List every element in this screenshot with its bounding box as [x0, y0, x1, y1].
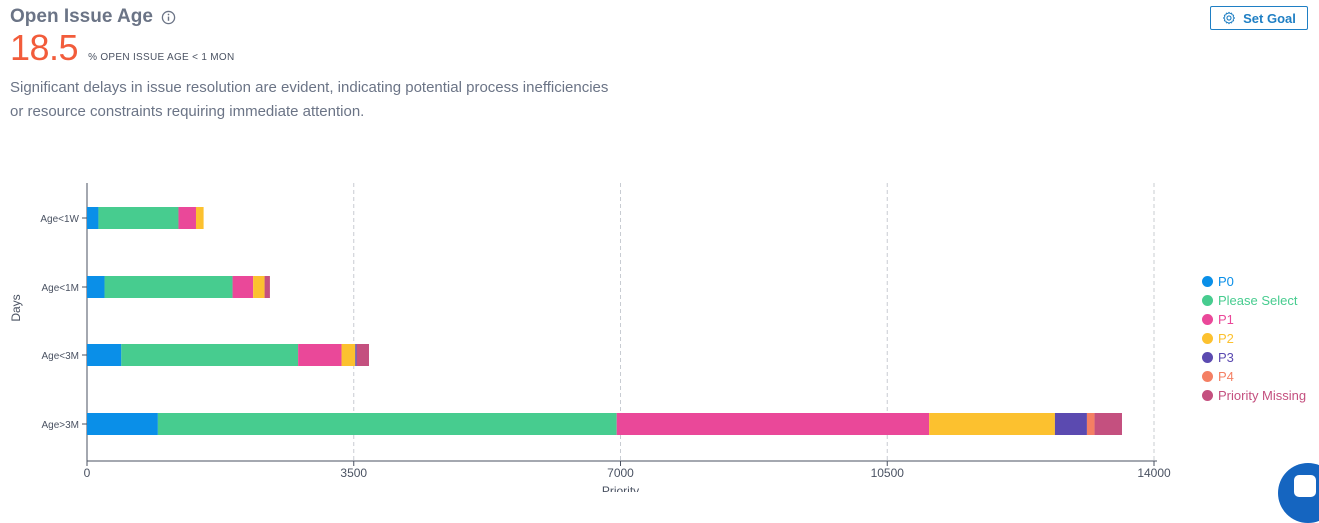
metric-value: 18.5	[10, 27, 79, 68]
bar-Age>3M-p0	[87, 413, 158, 435]
legend-item-please-select[interactable]: Please Select	[1202, 291, 1306, 310]
legend-label: Priority Missing	[1218, 388, 1307, 403]
legend-item-p4[interactable]: P4	[1202, 367, 1306, 386]
legend-swatch	[1202, 276, 1213, 287]
set-goal-button[interactable]: Set Goal	[1210, 6, 1308, 30]
bar-Age<3M-p0	[87, 344, 122, 366]
legend-label: P1	[1218, 312, 1234, 327]
bar-Age>3M-p3	[1054, 413, 1087, 435]
chart-title: Open Issue Age	[10, 6, 153, 27]
bar-Age>3M-priority-missing	[1094, 413, 1122, 435]
x-axis-title: Priority	[602, 484, 639, 492]
chart-header: Open Issue Age 18.5 % OPEN ISSUE AGE < 1…	[10, 6, 610, 124]
y-tick-label-1: Age<1M	[41, 283, 79, 294]
bar-Age>3M-p1	[616, 413, 930, 435]
bar-Age<3M-p1	[298, 344, 342, 366]
bar-Age<3M-p3	[355, 344, 357, 366]
x-tick-label-3500: 3500	[340, 466, 367, 480]
x-tick-label-7000: 7000	[607, 466, 634, 480]
set-goal-label: Set Goal	[1243, 10, 1296, 26]
x-tick-label-10500: 10500	[871, 466, 905, 480]
bar-Age<1W-p2	[195, 207, 204, 229]
bar-Age<1M-p0	[87, 276, 105, 298]
bar-Age<3M-p2	[341, 344, 356, 366]
legend-item-p2[interactable]: P2	[1202, 329, 1306, 348]
bar-Age<1W-please-select	[98, 207, 179, 229]
bar-Age<1M-p2	[253, 276, 265, 298]
legend-swatch	[1202, 314, 1213, 325]
gear-icon	[1223, 11, 1236, 25]
x-tick-label-0: 0	[84, 466, 91, 480]
y-axis-title: Days	[9, 294, 23, 321]
y-tick-label-0: Age<1W	[40, 214, 79, 225]
legend-label: P4	[1218, 369, 1234, 384]
legend-item-p1[interactable]: P1	[1202, 310, 1306, 329]
legend-swatch	[1202, 352, 1213, 363]
bar-Age<3M-priority-missing	[356, 344, 369, 366]
x-tick-label-14000: 14000	[1137, 466, 1171, 480]
chat-icon	[1294, 475, 1316, 497]
legend-label: P2	[1218, 331, 1234, 346]
metric-label: % OPEN ISSUE AGE < 1 MON	[88, 52, 235, 63]
info-icon[interactable]	[161, 10, 176, 25]
bar-Age>3M-p2	[929, 413, 1055, 435]
y-tick-label-3: Age>3M	[41, 420, 79, 431]
bar-Age<1W-p1	[178, 207, 196, 229]
legend-label: Please Select	[1218, 293, 1298, 308]
bar-Age>3M-please-select	[157, 413, 617, 435]
bar-Age<1M-p1	[232, 276, 254, 298]
legend-item-p3[interactable]: P3	[1202, 348, 1306, 367]
legend-label: P0	[1218, 274, 1234, 289]
legend-swatch	[1202, 295, 1213, 306]
bar-Age<1M-priority-missing	[264, 276, 270, 298]
legend-swatch	[1202, 390, 1213, 401]
legend-item-p0[interactable]: P0	[1202, 272, 1306, 291]
bar-Age<3M-please-select	[121, 344, 299, 366]
chart-legend: P0 Please Select P1 P2 P3 P4 Priority Missing	[1202, 272, 1306, 405]
chart-description: Significant delays in issue resolution a…	[10, 79, 609, 120]
bar-Age<1W-p0	[87, 207, 99, 229]
y-tick-label-2: Age<3M	[41, 351, 79, 362]
legend-swatch	[1202, 333, 1213, 344]
stacked-bar-chart: 0 3500 7000 10500 14000 Age<1W Age<1M Age<3M Age…	[9, 183, 1171, 492]
bar-Age>3M-p4	[1086, 413, 1095, 435]
legend-item-priority-missing[interactable]: Priority Missing	[1202, 386, 1306, 405]
bar-Age<1M-please-select	[104, 276, 233, 298]
legend-label: P3	[1218, 350, 1234, 365]
legend-swatch	[1202, 371, 1213, 382]
